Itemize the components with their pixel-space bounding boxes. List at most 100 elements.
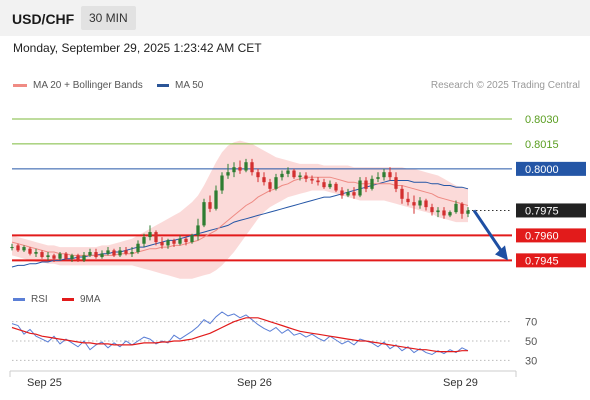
candle-body xyxy=(418,200,422,206)
candle-body xyxy=(244,162,248,171)
legend-rsi: RSI xyxy=(13,294,48,305)
candle-body xyxy=(64,253,68,259)
bollinger-band xyxy=(12,140,468,279)
candle-body xyxy=(370,178,374,189)
candle-body xyxy=(214,190,218,209)
rsi-tick-label: 50 xyxy=(525,336,537,348)
candle-body xyxy=(268,182,272,189)
candle-body xyxy=(46,255,50,258)
candle-body xyxy=(154,232,158,243)
candle-body xyxy=(292,170,296,178)
candle-body xyxy=(406,198,410,203)
candle-body xyxy=(34,252,38,254)
x-tick-label: Sep 26 xyxy=(237,377,272,389)
candle-body xyxy=(190,235,194,243)
rsi-ma-line xyxy=(11,317,468,353)
legend-9ma-label: 9MA xyxy=(80,294,101,305)
candle-body xyxy=(436,210,440,213)
candle-body xyxy=(322,182,326,188)
ma50-line xyxy=(11,180,469,268)
candle-body xyxy=(100,253,104,258)
ma50-swatch xyxy=(157,84,169,87)
candle-body xyxy=(466,210,470,214)
candle-body xyxy=(430,207,434,213)
level-tag-pivot xyxy=(516,161,586,176)
candle-body xyxy=(130,252,134,254)
candle-body xyxy=(88,252,92,256)
level-tag-support xyxy=(516,228,586,243)
candle-body xyxy=(232,167,236,173)
candle-body xyxy=(256,172,260,178)
candle-body xyxy=(250,162,254,173)
candle-body xyxy=(310,178,314,181)
candle-body xyxy=(82,255,86,261)
candle-body xyxy=(286,170,290,174)
candle-body xyxy=(118,250,122,256)
candle-body xyxy=(178,238,182,244)
candle-body xyxy=(280,173,284,178)
candle-body xyxy=(94,252,98,258)
level-label-pivot: 0.8000 xyxy=(525,164,559,176)
projection-arrow-shaft xyxy=(472,209,505,255)
legend-ma50: MA 50 xyxy=(157,80,203,91)
candle-body xyxy=(346,192,350,196)
legend-9ma: 9MA xyxy=(62,294,101,305)
candle-body xyxy=(262,177,266,183)
timeframe-button[interactable]: 30 MIN xyxy=(81,6,136,30)
candle-body xyxy=(142,237,146,244)
symbol-title: USD/CHF xyxy=(12,11,75,27)
level-label-last: 0.7975 xyxy=(525,205,559,217)
candle-body xyxy=(394,177,398,189)
candle-body xyxy=(166,240,170,246)
legend-ma50-label: MA 50 xyxy=(175,80,204,91)
rsi-line xyxy=(11,311,469,356)
ma20-line xyxy=(11,176,469,256)
level-label-resistance: 0.8015 xyxy=(525,139,559,151)
candle-body xyxy=(106,250,110,254)
candle-body xyxy=(172,240,176,244)
level-label-resistance: 0.8030 xyxy=(525,114,559,126)
candle-body xyxy=(316,180,320,183)
candle-body xyxy=(460,203,464,214)
candle-body xyxy=(442,210,446,216)
candle-body xyxy=(238,167,242,171)
ma20-swatch xyxy=(13,84,27,87)
candle-body xyxy=(70,255,74,259)
level-tag-support xyxy=(516,253,586,268)
x-tick-label: Sep 25 xyxy=(27,377,62,389)
candle-body xyxy=(76,255,80,261)
candle-body xyxy=(208,202,212,209)
candle-body xyxy=(148,232,152,238)
candle-body xyxy=(364,180,368,189)
candle-body xyxy=(358,180,362,196)
candle-body xyxy=(220,175,224,191)
candle-body xyxy=(40,252,44,258)
level-label-support: 0.7945 xyxy=(525,255,559,267)
candle-body xyxy=(160,242,164,246)
candle-body xyxy=(274,177,278,189)
candle-body xyxy=(136,243,140,253)
candle-body xyxy=(352,192,356,196)
x-tick-label: Sep 29 xyxy=(443,377,478,389)
candle-body xyxy=(382,172,386,178)
candle-body xyxy=(334,183,338,191)
candle-body xyxy=(412,202,416,206)
candle-body xyxy=(454,203,458,213)
candle-body xyxy=(196,225,200,236)
projection-arrow-head xyxy=(495,245,508,261)
legend-rsi-label: RSI xyxy=(31,294,48,305)
candle-body xyxy=(22,247,26,251)
candle-body xyxy=(304,175,308,179)
legend-ma20-label: MA 20 + Bollinger Bands xyxy=(33,80,143,91)
candle-body xyxy=(448,212,452,216)
legend-ma20: MA 20 + Bollinger Bands xyxy=(13,80,143,91)
level-label-support: 0.7960 xyxy=(525,230,559,242)
last-price-tag xyxy=(516,203,586,218)
candle-body xyxy=(388,172,392,178)
research-credit: Research © 2025 Trading Central xyxy=(430,80,580,91)
candle-body xyxy=(124,250,128,254)
candle-body xyxy=(28,248,32,254)
candle-body xyxy=(202,202,206,226)
candle-body xyxy=(328,183,332,188)
